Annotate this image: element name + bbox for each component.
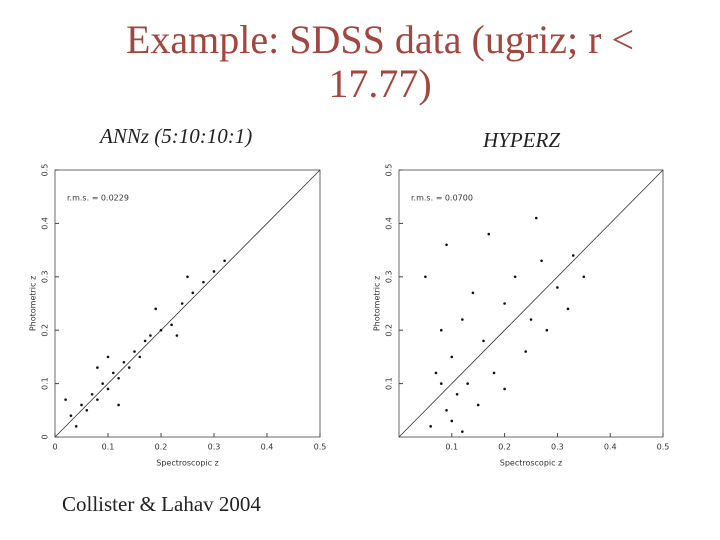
- y-tick-label: 0: [41, 434, 50, 439]
- point: [482, 339, 485, 343]
- x-tick-label: 0.1: [445, 443, 458, 452]
- point: [149, 334, 152, 337]
- x-tick-label: 0.5: [657, 443, 670, 452]
- point: [64, 398, 67, 401]
- point: [439, 382, 443, 385]
- y-tick-label: 0.3: [385, 270, 394, 283]
- point: [545, 328, 549, 332]
- y-tick-label: 0.1: [385, 377, 394, 390]
- y-tick-label: 0.5: [41, 164, 50, 177]
- point: [471, 291, 475, 295]
- point: [513, 275, 517, 279]
- y-tick-label: 0.1: [41, 377, 50, 390]
- point: [487, 232, 491, 236]
- y-axis-label: Photometric z: [373, 276, 382, 331]
- point: [133, 350, 136, 353]
- plot-frame: [54, 169, 321, 438]
- credit: Collister & Lahav 2004: [62, 492, 261, 516]
- point: [90, 392, 94, 396]
- x-axis-label: Spectroscopic z: [156, 459, 219, 468]
- y-tick-label: 0.2: [385, 324, 394, 337]
- point: [106, 355, 110, 359]
- point: [540, 259, 543, 263]
- point: [445, 243, 448, 247]
- chart-title: ANNz (5:10:10:1): [100, 124, 253, 148]
- point: [466, 382, 469, 385]
- y-tick-label: 0.5: [385, 164, 394, 177]
- point: [117, 376, 120, 380]
- y-tick-label: 0.2: [41, 324, 50, 337]
- point: [101, 382, 104, 385]
- point: [138, 355, 142, 359]
- point: [154, 307, 157, 311]
- reference-line: [54, 169, 321, 438]
- point: [170, 323, 173, 327]
- point: [143, 339, 147, 343]
- point: [191, 291, 195, 295]
- point: [503, 302, 506, 305]
- point: [439, 328, 443, 332]
- annotation: r.m.s. = 0.0700: [411, 194, 473, 203]
- point: [112, 371, 115, 375]
- point: [180, 302, 184, 305]
- point: [96, 398, 99, 401]
- point: [461, 318, 464, 321]
- point: [96, 366, 99, 369]
- point: [127, 366, 131, 369]
- x-tick-label: 0.4: [604, 443, 617, 452]
- point: [450, 419, 454, 423]
- point: [534, 216, 538, 220]
- point: [80, 403, 83, 407]
- x-tick-label: 0.1: [102, 443, 115, 452]
- point: [445, 409, 448, 412]
- point: [524, 350, 528, 353]
- point: [85, 409, 89, 412]
- point: [492, 371, 496, 375]
- x-tick-label: 0.3: [208, 443, 221, 452]
- plot-frame: [398, 169, 664, 438]
- y-axis-label: Photometric z: [29, 276, 38, 331]
- y-tick-label: 0.3: [41, 270, 50, 283]
- chart-title: HYPERZ: [483, 128, 561, 152]
- point: [503, 387, 506, 391]
- point: [202, 280, 205, 284]
- point: [582, 275, 586, 279]
- x-tick-label: 0.3: [551, 443, 564, 452]
- x-tick-label: 0: [52, 443, 57, 452]
- x-tick-label: 0.2: [155, 443, 168, 452]
- point: [556, 286, 559, 289]
- point: [461, 430, 464, 433]
- point: [212, 270, 216, 273]
- point: [69, 414, 73, 417]
- point: [186, 275, 189, 279]
- point: [106, 387, 110, 391]
- point: [429, 425, 432, 428]
- point: [175, 334, 179, 337]
- y-tick-label: 0.4: [385, 217, 394, 230]
- point: [74, 425, 78, 428]
- x-axis-label: Spectroscopic z: [500, 459, 563, 468]
- x-tick-label: 0.2: [498, 443, 511, 452]
- point: [223, 259, 226, 263]
- x-tick-label: 0.5: [314, 443, 327, 452]
- point: [117, 403, 120, 407]
- point: [476, 403, 480, 407]
- point: [122, 360, 126, 364]
- point: [159, 328, 163, 332]
- slide-title: Example: SDSS data (ugriz; r < 17.77): [125, 17, 635, 106]
- y-tick-label: 0.4: [41, 217, 50, 230]
- point: [434, 371, 438, 375]
- reference-line: [398, 169, 664, 438]
- point: [566, 307, 570, 311]
- point: [455, 392, 459, 396]
- point: [571, 254, 575, 257]
- point: [450, 355, 454, 359]
- annotation: r.m.s. = 0.0229: [67, 194, 129, 203]
- point: [424, 275, 427, 279]
- point: [529, 318, 533, 321]
- x-tick-label: 0.4: [261, 443, 274, 452]
